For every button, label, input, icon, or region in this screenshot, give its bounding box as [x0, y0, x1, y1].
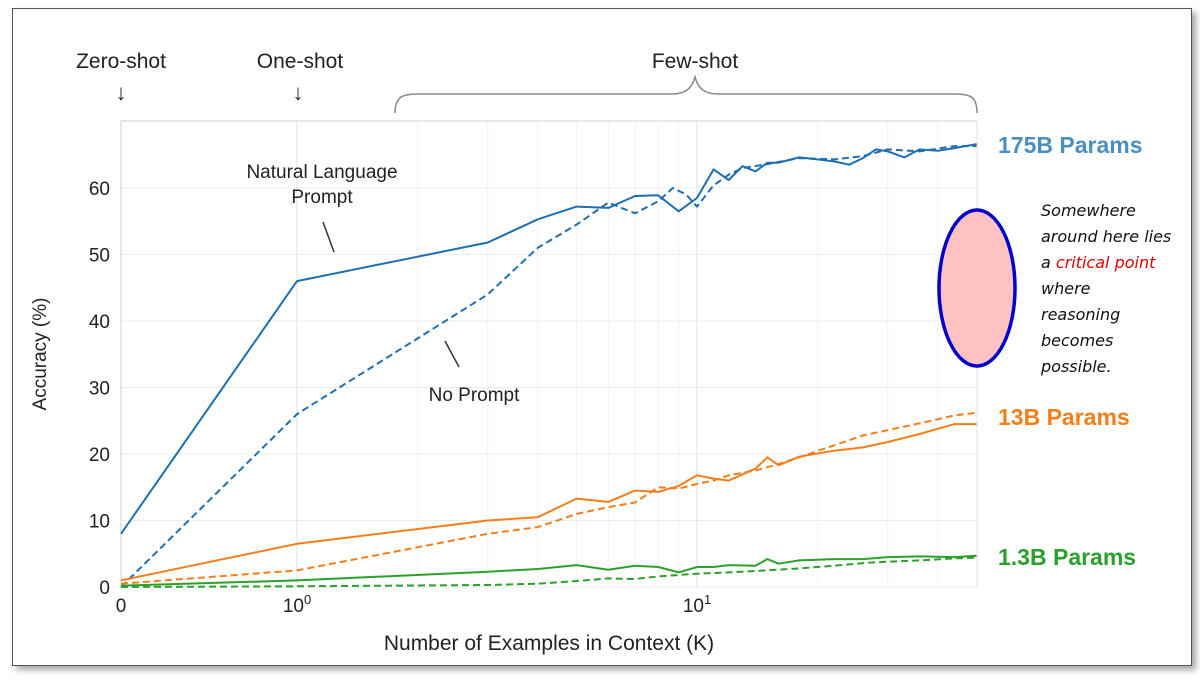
series-group: [120, 143, 977, 588]
y-tick-label: 50: [89, 246, 110, 267]
callout-line5: reasoning: [1041, 305, 1120, 324]
zero-shot-arrow-icon: ↓: [116, 80, 127, 105]
callout-line2: around here lies: [1041, 227, 1171, 246]
y-tick-label: 30: [89, 379, 110, 400]
callout-line4: where: [1041, 279, 1091, 298]
no-prompt-pointer: [444, 340, 460, 368]
y-tick-label: 20: [89, 445, 110, 466]
x-axis-label: Number of Examples in Context (K): [384, 632, 714, 655]
critical-point-highlight: critical point: [1056, 253, 1156, 272]
plot-area: [120, 120, 978, 588]
few-shot-brace: [394, 74, 978, 114]
series-line-175b-dashed: [120, 145, 977, 588]
series-line-13b-solid: [120, 423, 977, 582]
series-line-13b-dashed: [120, 411, 977, 585]
callout-line7: possible.: [1040, 357, 1112, 376]
callout-line3-prefix: a: [1041, 253, 1056, 272]
param-label-1-3b: 1.3B Params: [998, 544, 1136, 570]
param-label-175b: 175B Params: [998, 132, 1143, 158]
zero-shot-header: Zero-shot: [76, 50, 166, 73]
y-tick-label: 0: [99, 578, 110, 599]
callout-line1: Somewhere: [1041, 201, 1136, 220]
series-line-1-3b-solid: [120, 554, 977, 587]
y-tick-label: 60: [89, 179, 110, 200]
callout-line6: becomes: [1041, 331, 1113, 350]
y-axis-label: Accuracy (%): [30, 298, 51, 411]
series-line-175b-solid: [120, 143, 977, 535]
y-tick-label: 40: [89, 312, 110, 333]
grid: [121, 121, 978, 588]
few-shot-header: Few-shot: [652, 50, 739, 73]
x-tick-label: 0: [116, 596, 127, 617]
y-ticks: 0 10 20 30 40 50 60: [89, 179, 110, 599]
one-shot-header: One-shot: [257, 50, 344, 73]
callout-line3: a critical point: [1041, 253, 1156, 272]
nl-prompt-label-line2: Prompt: [291, 187, 353, 208]
x-tick-label: 100: [283, 592, 311, 617]
x-tick-label: 101: [683, 592, 711, 617]
nl-prompt-label-line1: Natural Language: [246, 162, 397, 183]
param-label-13b: 13B Params: [998, 404, 1130, 430]
one-shot-arrow-icon: ↓: [293, 80, 304, 105]
nl-prompt-pointer: [322, 221, 335, 253]
no-prompt-label: No Prompt: [429, 385, 521, 406]
y-tick-label: 10: [89, 512, 110, 533]
series-line-1-3b-dashed: [120, 556, 977, 588]
critical-point-ellipse: [937, 208, 1017, 368]
x-ticks: 0 100 101: [116, 592, 711, 617]
